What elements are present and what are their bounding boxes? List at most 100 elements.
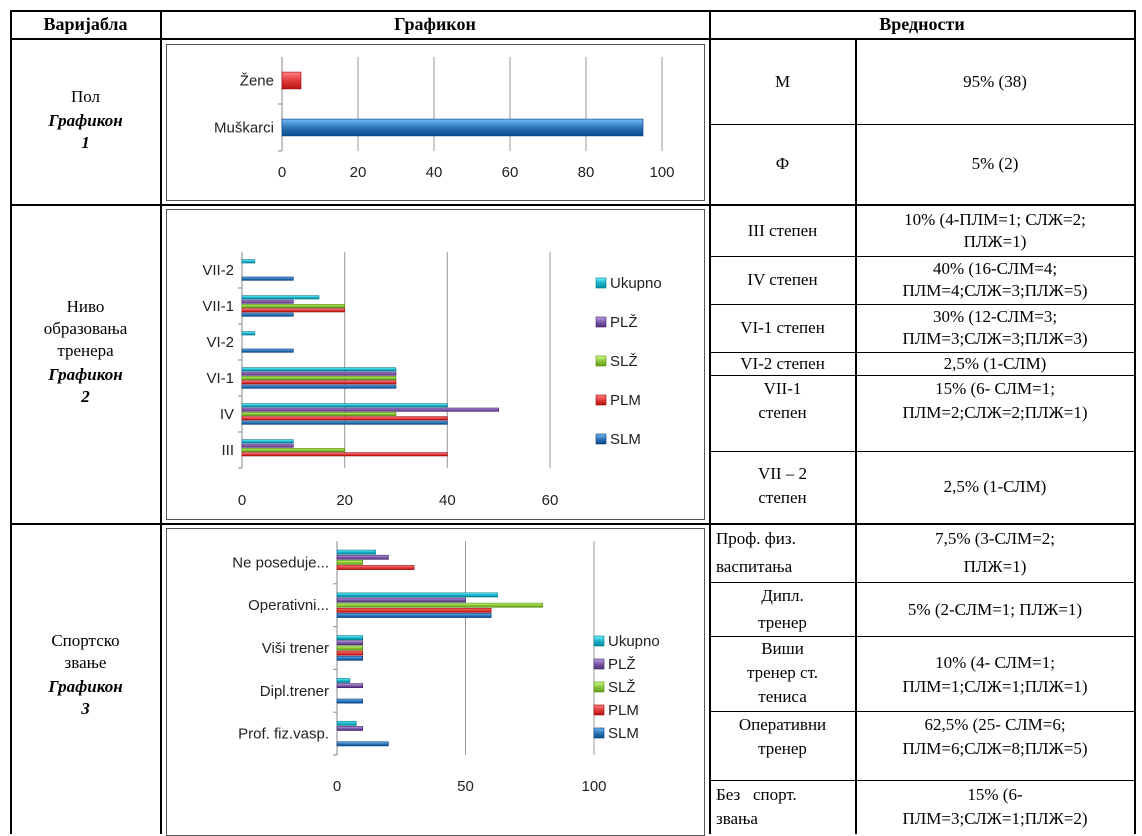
edu-value-iii-line2: ПЛЖ=1)	[963, 232, 1027, 251]
sport-label-dipl-line1: Дипл.	[761, 586, 804, 605]
column-divider-3	[855, 38, 857, 834]
column-divider-1	[160, 10, 162, 834]
column-divider-2	[709, 10, 711, 834]
bar	[241, 443, 294, 448]
bar	[241, 412, 397, 416]
legend-label: SLŽ	[608, 679, 636, 696]
legend-swatch	[593, 658, 605, 670]
legend-label: SLM	[610, 431, 641, 448]
bar	[241, 367, 397, 372]
education-chart-number: 2	[81, 387, 90, 406]
bar	[336, 720, 357, 726]
bar	[241, 312, 294, 317]
edu-label-vi2: VI-2 степен	[740, 354, 825, 373]
edu-label-iii: III степен	[747, 221, 818, 240]
category-label: Dipl.trener	[260, 683, 329, 700]
legend-swatch	[595, 316, 607, 328]
sport-label-visi-line1: Виши	[761, 639, 804, 658]
sport-value-prof-line1: 7,5% (3-СЛМ=2;	[935, 529, 1055, 548]
bar	[336, 560, 364, 565]
sport-value-visi-line1: 10% (4- СЛМ=1;	[935, 653, 1055, 672]
sport-value-bez-line2: ПЛМ=3;СЛЖ=1;ПЛЖ=2)	[902, 809, 1088, 828]
row-divider	[709, 582, 1135, 583]
category-label: VII-1	[202, 298, 234, 315]
sport-label-bez-line2: звања	[716, 809, 758, 828]
legend-swatch	[593, 635, 605, 647]
gender-chart: 0 20 40 60 80 100 Muškarci Žene	[166, 44, 705, 201]
edu-value-iv-line1: 40% (16-СЛМ=4;	[932, 259, 1058, 278]
bar	[336, 650, 364, 656]
row-divider	[709, 780, 1135, 781]
sport-label-visi-line2: тренер ст.	[746, 663, 819, 682]
edu-label-vii1-line1: VII-1	[763, 379, 802, 398]
bar	[336, 613, 492, 618]
legend-label: Ukupno	[608, 633, 660, 650]
bar	[241, 348, 294, 353]
bar	[336, 635, 364, 641]
category-label: Muškarci	[214, 120, 274, 137]
bar	[336, 683, 364, 689]
sport-value-dipl: 5% (2-СЛМ=1; ПЛЖ=1)	[907, 600, 1083, 619]
gender-chart-number: 1	[81, 133, 90, 152]
x-tick-label: 100	[649, 164, 674, 181]
x-tick-label: 20	[336, 492, 353, 509]
sport-value-oper-line1: 62,5% (25- СЛМ=6;	[924, 715, 1066, 734]
row-divider	[709, 352, 1135, 353]
row-divider	[709, 304, 1135, 305]
legend-label: PLŽ	[610, 314, 638, 331]
edu-label-vii2-line2: степен	[758, 488, 807, 507]
legend-swatch	[593, 681, 605, 693]
sport-value-oper-line2: ПЛМ=6;СЛЖ=8;ПЛЖ=5)	[902, 739, 1088, 758]
sport-value-visi-line2: ПЛМ=1;СЛЖ=1;ПЛЖ=1)	[902, 677, 1088, 696]
bar	[336, 602, 543, 608]
bar	[241, 416, 448, 421]
bar	[336, 726, 364, 731]
row-divider	[709, 124, 1135, 125]
bar	[241, 403, 448, 408]
sport-label-prof-line1: Проф. физ.	[716, 529, 796, 548]
bar	[336, 554, 389, 560]
sport-label-oper-line2: тренер	[758, 739, 807, 758]
header-variable: Варијабла	[43, 14, 128, 34]
legend-swatch	[595, 394, 607, 406]
sport-label-oper-line1: Оперативни	[738, 715, 827, 734]
bar	[336, 549, 376, 555]
bar	[281, 118, 644, 137]
bar	[336, 698, 364, 704]
bar	[241, 371, 397, 376]
x-tick-label: 0	[278, 164, 286, 181]
education-bar-chart: 0 20 40 60 III IV VI-1 VI-2 VII-1 VII-2 Ukupno PLŽ S…	[202, 252, 662, 509]
bar	[336, 592, 498, 598]
bar	[241, 295, 320, 300]
bar	[241, 331, 256, 336]
category-label: Ne poseduje...	[232, 554, 329, 571]
sport-value-prof-line2: ПЛЖ=1)	[963, 557, 1027, 576]
bar	[336, 597, 466, 603]
legend-label: SLM	[608, 725, 639, 742]
x-tick-label: 60	[542, 492, 559, 509]
category-label: VII-2	[202, 262, 234, 279]
x-tick-label: 0	[238, 492, 246, 509]
edu-label-iv: IV степен	[747, 270, 818, 289]
header-chart: Графикон	[394, 14, 476, 34]
bar	[281, 71, 302, 90]
legend-label: Ukupno	[610, 275, 662, 292]
sport-chart-number: 3	[81, 699, 90, 718]
gender-value-label-f: Ф	[775, 154, 790, 173]
category-label: Operativni...	[248, 597, 329, 614]
edu-value-vi1-line2: ПЛМ=3;СЛЖ=3;ПЛЖ=3)	[902, 329, 1088, 348]
category-label: Prof. fiz.vasp.	[238, 726, 329, 743]
table-border-left	[10, 10, 12, 834]
bar	[336, 607, 492, 613]
bar	[336, 640, 364, 646]
gender-value-m: 95% (38)	[963, 72, 1027, 91]
bar	[336, 565, 415, 570]
row-divider	[709, 451, 1135, 452]
bar	[241, 384, 397, 389]
edu-value-vi1-line1: 30% (12-СЛМ=3;	[932, 307, 1058, 326]
bar	[241, 448, 345, 452]
bar	[241, 276, 294, 281]
bar	[241, 308, 345, 313]
category-label: III	[221, 442, 234, 459]
header-divider	[10, 38, 1135, 40]
